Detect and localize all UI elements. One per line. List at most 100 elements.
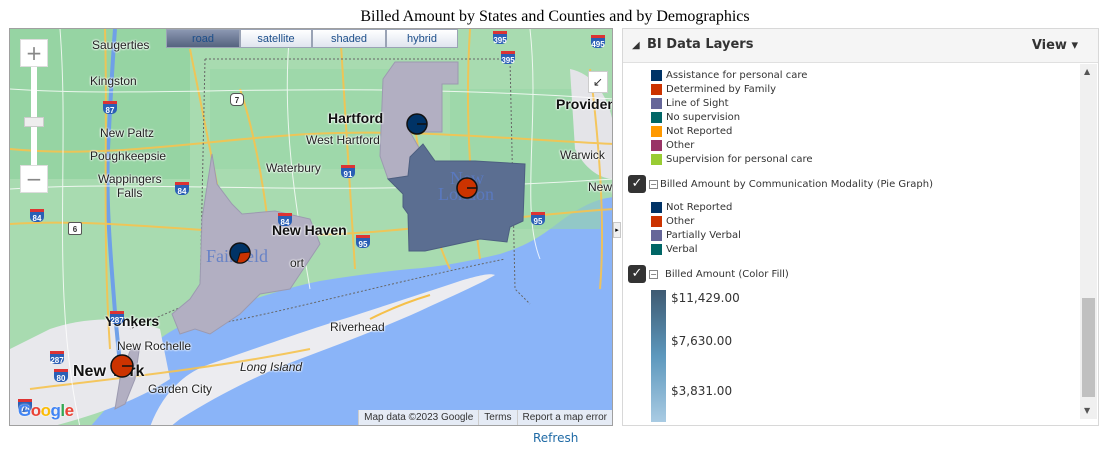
map-data-credit: Map data ©2023 Google [358, 410, 479, 425]
legend-swatch [651, 153, 662, 165]
gradient-min-value: $3,831.00 [671, 384, 733, 398]
map-view[interactable]: road satellite shaded hybrid + − ↙ Sauge… [9, 28, 613, 426]
city-label: Poughkeepsie [90, 149, 167, 163]
city-label: Kingston [90, 74, 137, 88]
city-label: Wappingers [98, 172, 162, 186]
page-title: Billed Amount by States and Counties and… [360, 8, 750, 25]
highway-shield-icon: 395 [493, 31, 507, 45]
zoom-in-button[interactable]: + [20, 39, 48, 67]
highway-shield-icon: 87 [103, 101, 117, 115]
highway-shield-icon: 84 [175, 182, 189, 196]
city-label: Hartford [328, 110, 384, 126]
city-label: New Haven [272, 222, 347, 238]
panel-splitter-toggle[interactable]: ▸ [613, 222, 621, 238]
legend-item: Line of Sight [651, 96, 729, 110]
legend-swatch [651, 83, 662, 95]
layer-row-pie-graph: ✓ − Billed Amount by Communication Modal… [628, 175, 933, 193]
collapse-layer-icon[interactable]: − [649, 269, 658, 279]
bi-data-layers-panel: ◢ BI Data Layers View ▾ Assistance for p… [622, 28, 1099, 426]
pie-chart-marker-tolland[interactable] [406, 113, 428, 135]
highway-shield-icon: 84 [30, 209, 44, 223]
highway-shield-icon: 6 [68, 222, 82, 235]
legend-item: Partially Verbal [651, 228, 741, 242]
collapse-layer-icon[interactable]: − [649, 179, 658, 189]
legend-swatch [651, 201, 662, 213]
legend-item: Other [651, 214, 694, 228]
map-type-shaded-button[interactable]: shaded [312, 29, 386, 48]
layers-list: Assistance for personal care Determined … [623, 64, 1079, 425]
legend-item: Determined by Family [651, 82, 776, 96]
city-label: New Rochelle [117, 339, 192, 353]
highway-shield-icon: 80 [54, 369, 68, 383]
highway-shield-icon: 287 [110, 311, 124, 325]
highway-shield-icon: 287 [50, 351, 64, 365]
legend-item: Assistance for personal care [651, 68, 807, 82]
layer-row-color-fill: ✓ − Billed Amount (Color Fill) [628, 265, 789, 283]
zoom-out-button[interactable]: − [20, 165, 48, 193]
highway-shield-icon: 95 [356, 235, 370, 249]
pie-chart-marker-new-london[interactable] [456, 177, 478, 199]
city-label: Providence [556, 96, 612, 112]
pie-chart-marker-new-york[interactable] [110, 354, 134, 378]
legend-item: Other [651, 138, 694, 152]
map-type-road-button[interactable]: road [166, 29, 240, 48]
city-label: Saugerties [92, 38, 150, 52]
collapse-triangle-icon[interactable]: ◢ [632, 40, 640, 51]
gradient-mid-value: $7,630.00 [671, 334, 733, 348]
map-type-satellite-button[interactable]: satellite [240, 29, 312, 48]
legend-swatch [651, 215, 662, 227]
legend-item: Verbal [651, 242, 698, 256]
city-label: New Paltz [100, 126, 155, 140]
highway-shield-icon: 91 [341, 165, 355, 179]
zoom-control: + − [20, 39, 48, 193]
legend-swatch [651, 229, 662, 241]
google-logo: Google [18, 401, 74, 420]
layer-label: Billed Amount by Communication Modality … [660, 178, 933, 190]
city-label: Long Island [240, 360, 303, 374]
scroll-up-arrow-icon[interactable]: ▲ [1084, 67, 1091, 76]
legend-item: No supervision [651, 110, 740, 124]
city-label: West Hartford [306, 133, 380, 147]
city-label: Newpo [588, 180, 613, 194]
panel-scrollbar[interactable]: ▲ ▼ [1080, 64, 1097, 419]
scroll-down-arrow-icon[interactable]: ▼ [1084, 406, 1091, 415]
legend-item: Not Reported [651, 124, 732, 138]
legend-swatch [651, 111, 662, 123]
city-label: Warwick [560, 148, 605, 162]
city-label: Garden City [148, 382, 213, 396]
map-type-selector: road satellite shaded hybrid [166, 29, 458, 48]
terms-link[interactable]: Terms [478, 410, 517, 425]
highway-shield-icon: 84 [278, 213, 292, 227]
highway-shield-icon: 495 [591, 35, 605, 49]
gradient-max-value: $11,429.00 [671, 291, 740, 305]
highway-shield-icon: 78 [18, 399, 32, 413]
layer-checkbox-pie-graph[interactable]: ✓ [628, 175, 646, 193]
panel-header: ◢ BI Data Layers View ▾ [623, 29, 1098, 63]
highway-shield-icon: 7 [230, 93, 244, 106]
legend-item: Not Reported [651, 200, 732, 214]
layer-label: Billed Amount (Color Fill) [665, 268, 789, 280]
legend-swatch [651, 69, 662, 81]
legend-swatch [651, 139, 662, 151]
map-type-hybrid-button[interactable]: hybrid [386, 29, 458, 48]
pie-chart-marker-fairfield[interactable] [229, 242, 251, 264]
city-label: Waterbury [266, 161, 321, 175]
highway-shield-icon: 95 [531, 212, 545, 226]
report-map-error-link[interactable]: Report a map error [516, 410, 612, 425]
zoom-slider-handle[interactable] [24, 117, 44, 127]
city-label: Riverhead [330, 320, 385, 334]
legend-swatch [651, 125, 662, 137]
scrollbar-thumb[interactable] [1082, 298, 1095, 397]
legend-swatch [651, 243, 662, 255]
legend-item: Supervision for personal care [651, 152, 813, 166]
map-attribution: Map data ©2023 Google Terms Report a map… [358, 410, 612, 425]
color-fill-gradient-legend [651, 290, 666, 422]
refresh-link[interactable]: Refresh [533, 431, 579, 445]
city-label: ort [290, 256, 305, 270]
layer-checkbox-color-fill[interactable]: ✓ [628, 265, 646, 283]
panel-title: BI Data Layers [647, 37, 754, 52]
map-tiles [10, 29, 612, 425]
legend-swatch [651, 97, 662, 109]
view-menu-button[interactable]: View ▾ [1031, 38, 1078, 53]
collapse-map-icon[interactable]: ↙ [588, 71, 608, 93]
